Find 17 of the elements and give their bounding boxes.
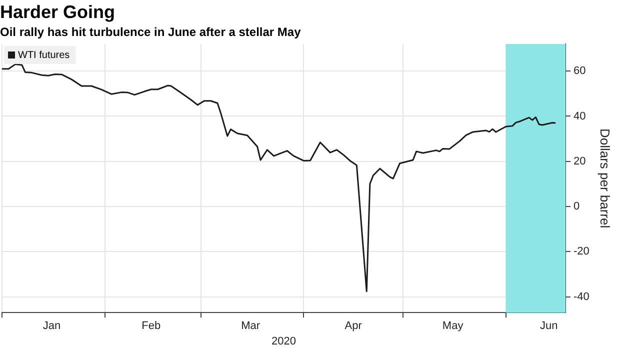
x-tick-label: Mar <box>241 320 260 332</box>
y-tick-label: 20 <box>574 155 586 168</box>
x-tick-label: Jun <box>540 320 558 332</box>
x-tick-label: Apr <box>344 320 362 332</box>
x-tick-label: Jan <box>42 320 61 332</box>
y-axis-title: Dollars per barrel <box>598 128 613 228</box>
x-tick-label: May <box>442 320 464 332</box>
y-tick-label: 0 <box>574 200 580 213</box>
chart-subtitle: Oil rally has hit turbulence in June after a stellar May <box>0 25 302 40</box>
x-tick-label: Feb <box>142 320 161 332</box>
x-axis-title: 2020 <box>272 335 296 348</box>
chart-title: Harder Going <box>0 2 116 22</box>
y-tick-label: 60 <box>574 65 586 78</box>
y-tick-label: 40 <box>574 110 586 122</box>
y-tick-label: -40 <box>574 290 590 303</box>
y-tick-label: -20 <box>574 246 590 258</box>
legend-label: WTI futures <box>18 50 70 61</box>
